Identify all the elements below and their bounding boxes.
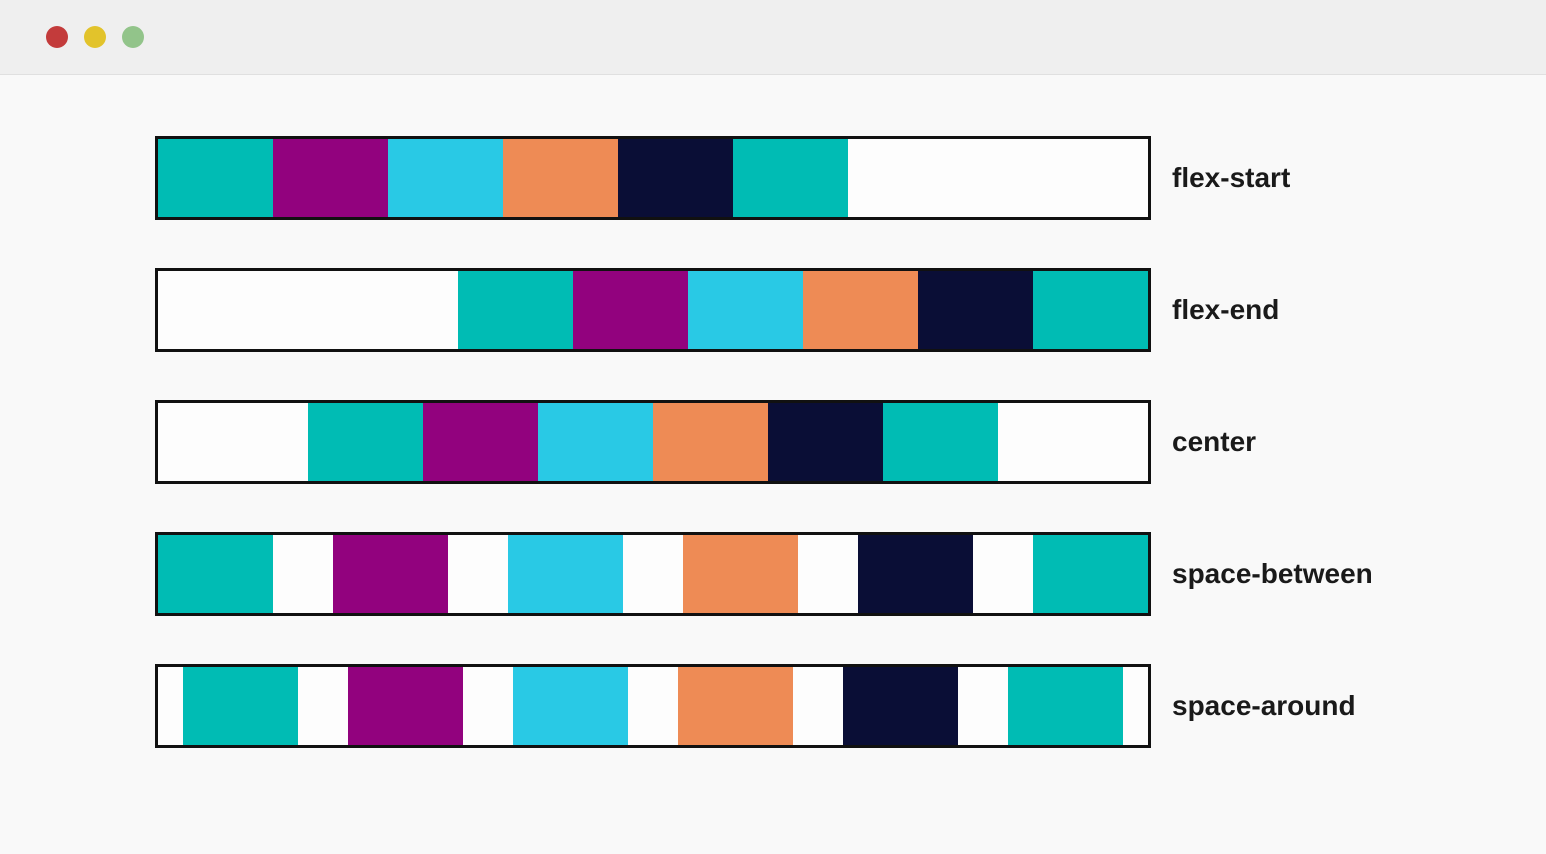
flex-block-orange xyxy=(503,139,618,217)
flex-block-navy xyxy=(918,271,1033,349)
window-maximize-button[interactable] xyxy=(122,26,144,48)
flex-block-purple xyxy=(333,535,448,613)
flex-block-teal-2 xyxy=(1033,535,1148,613)
flex-block-teal xyxy=(158,139,273,217)
flex-container-flex-start xyxy=(155,136,1151,220)
flex-container-flex-end xyxy=(155,268,1151,352)
flex-container-center xyxy=(155,400,1151,484)
flex-block-navy xyxy=(768,403,883,481)
demo-row: flex-start xyxy=(155,136,1546,220)
flex-block-navy xyxy=(618,139,733,217)
flex-block-cyan xyxy=(508,535,623,613)
flex-block-orange xyxy=(678,667,793,745)
demo-row: space-between xyxy=(155,532,1546,616)
flex-block-teal xyxy=(158,535,273,613)
flex-block-navy xyxy=(858,535,973,613)
flex-block-teal xyxy=(308,403,423,481)
flex-demo-content: flex-start flex-end center space-between… xyxy=(0,75,1546,748)
row-label-flex-end: flex-end xyxy=(1172,294,1280,325)
demo-row: center xyxy=(155,400,1546,484)
flex-block-cyan xyxy=(538,403,653,481)
flex-block-purple xyxy=(423,403,538,481)
demo-row: flex-end xyxy=(155,268,1546,352)
row-label-flex-start: flex-start xyxy=(1172,162,1291,193)
flex-block-cyan xyxy=(513,667,628,745)
window-close-button[interactable] xyxy=(46,26,68,48)
flex-container-space-around xyxy=(155,664,1151,748)
flex-block-orange xyxy=(683,535,798,613)
demo-row: space-around xyxy=(155,664,1546,748)
flex-block-teal-2 xyxy=(733,139,848,217)
flex-block-navy xyxy=(843,667,958,745)
flex-block-cyan xyxy=(688,271,803,349)
flex-block-purple xyxy=(348,667,463,745)
window-titlebar xyxy=(0,0,1546,75)
flex-block-purple xyxy=(573,271,688,349)
flex-block-orange xyxy=(653,403,768,481)
row-label-center: center xyxy=(1172,426,1257,457)
flex-block-orange xyxy=(803,271,918,349)
row-label-space-around: space-around xyxy=(1172,690,1356,721)
flex-block-teal-2 xyxy=(1008,667,1123,745)
flex-block-teal-2 xyxy=(1033,271,1148,349)
flex-block-teal-2 xyxy=(883,403,998,481)
flex-container-space-between xyxy=(155,532,1151,616)
flex-block-teal xyxy=(183,667,298,745)
flex-block-purple xyxy=(273,139,388,217)
window-minimize-button[interactable] xyxy=(84,26,106,48)
flex-block-cyan xyxy=(388,139,503,217)
flex-block-teal xyxy=(458,271,573,349)
row-label-space-between: space-between xyxy=(1172,558,1373,589)
